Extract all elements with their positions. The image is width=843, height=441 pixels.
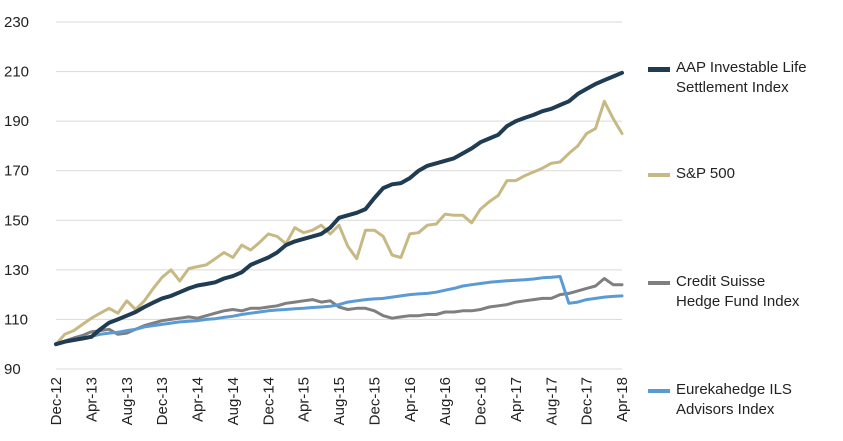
legend-label-eurekahedge: Eurekahedge ILS Advisors Index <box>676 381 792 418</box>
y-tick-label: 170 <box>4 163 29 180</box>
legend-item-sp500: S&P 500 <box>648 164 735 184</box>
series-line-0 <box>54 70 624 347</box>
series-lines <box>54 70 624 347</box>
y-tick-label: 90 <box>4 361 21 378</box>
legend-swatch-credit-suisse <box>648 281 670 285</box>
x-tick-label: Apr-18 <box>614 377 631 422</box>
legend-swatch-eurekahedge <box>648 389 670 393</box>
x-tick-label: Dec-13 <box>154 377 171 425</box>
x-tick-label: Aug-16 <box>437 377 454 425</box>
x-tick-label: Aug-17 <box>543 377 560 425</box>
x-tick-label: Aug-15 <box>331 377 348 425</box>
y-axis: 90 110 130 150 170 190 210 230 <box>4 14 29 378</box>
x-tick-label: Apr-13 <box>83 377 100 422</box>
legend-item-aap: AAP Investable Life Settlement Index <box>648 58 807 98</box>
y-tick-label: 130 <box>4 262 29 279</box>
gridlines <box>56 21 622 370</box>
x-tick-label: Apr-16 <box>402 377 419 422</box>
y-tick-label: 230 <box>4 14 29 31</box>
legend-label-credit-suisse: Credit Suisse Hedge Fund Index <box>676 273 800 310</box>
x-tick-label: Aug-14 <box>225 377 242 425</box>
x-tick-label: Apr-17 <box>508 377 525 422</box>
x-tick-label: Dec-17 <box>579 377 596 425</box>
line-chart: 90 110 130 150 170 190 210 230 Dec-12 Apr-13 Aug-… <box>4 14 631 425</box>
x-tick-label: Apr-14 <box>190 377 207 422</box>
series-line-1 <box>54 99 624 346</box>
legend-label-sp500: S&P 500 <box>676 165 735 182</box>
legend-item-eurekahedge: Eurekahedge ILS Advisors Index <box>648 380 792 420</box>
legend-swatch-sp500 <box>648 173 670 177</box>
x-tick-label: Dec-12 <box>48 377 65 425</box>
x-tick-label: Aug-13 <box>119 377 136 425</box>
legend-label-aap: AAP Investable Life Settlement Index <box>676 59 807 96</box>
legend: AAP Investable Life Settlement Index S&P… <box>648 0 843 441</box>
y-tick-label: 210 <box>4 64 29 81</box>
x-tick-label: Dec-14 <box>260 377 277 425</box>
legend-item-credit-suisse: Credit Suisse Hedge Fund Index <box>648 272 799 312</box>
series-line-3 <box>54 275 624 346</box>
x-tick-label: Dec-15 <box>366 377 383 425</box>
legend-swatch-aap <box>648 67 670 72</box>
y-tick-label: 110 <box>4 311 28 328</box>
x-tick-label: Dec-16 <box>473 377 490 425</box>
x-axis: Dec-12 Apr-13 Aug-13 Dec-13 Apr-14 Aug-14 Dec-… <box>48 377 631 425</box>
y-tick-label: 190 <box>4 113 29 130</box>
y-tick-label: 150 <box>4 212 29 229</box>
series-line-2 <box>54 277 624 346</box>
x-tick-label: Apr-15 <box>296 377 313 422</box>
